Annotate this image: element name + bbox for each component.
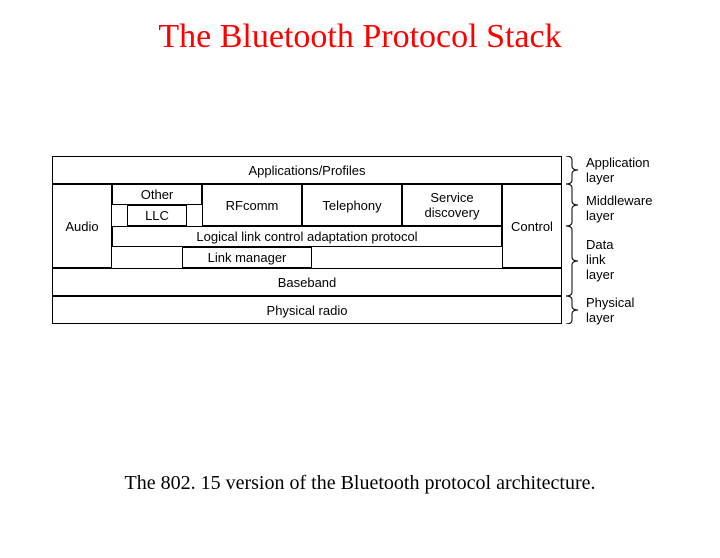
box-label: Service discovery <box>425 190 480 220</box>
label-middleware-layer: Middleware layer <box>586 194 652 224</box>
box-applications: Applications/Profiles <box>52 156 562 184</box>
box-label: Audio <box>65 219 98 234</box>
box-label: LLC <box>145 208 169 223</box>
box-label: Link manager <box>208 250 287 265</box>
box-audio: Audio <box>52 184 112 268</box>
box-l2cap: Logical link control adaptation protocol <box>112 226 502 247</box>
box-other: Other <box>112 184 202 205</box>
box-label: RFcomm <box>226 198 279 213</box>
label-text: Physical layer <box>586 295 634 325</box>
layer-braces <box>564 156 582 324</box>
figure-caption: The 802. 15 version of the Bluetooth pro… <box>0 472 720 495</box>
protocol-stack-diagram: Applications/Profiles Audio Other LLC RF… <box>52 156 562 324</box>
box-telephony: Telephony <box>302 184 402 226</box>
box-label: Control <box>511 219 553 234</box>
label-text: Middleware layer <box>586 193 652 223</box>
label-text: Application layer <box>586 155 650 185</box>
box-llc: LLC <box>127 205 187 226</box>
box-baseband: Baseband <box>52 268 562 296</box>
label-physical-layer: Physical layer <box>586 296 634 326</box>
label-application-layer: Application layer <box>586 156 650 186</box>
box-label: Logical link control adaptation protocol <box>196 229 417 244</box>
box-control: Control <box>502 184 562 268</box>
box-label: Baseband <box>278 275 337 290</box>
box-label: Telephony <box>322 198 381 213</box>
label-text: Data link layer <box>586 237 614 282</box>
box-physical-radio: Physical radio <box>52 296 562 324</box>
page-title: The Bluetooth Protocol Stack <box>0 18 720 56</box>
label-data-link-layer: Data link layer <box>586 238 614 283</box>
box-label: Physical radio <box>267 303 348 318</box>
box-link-manager: Link manager <box>182 247 312 268</box>
box-label: Applications/Profiles <box>248 163 365 178</box>
box-service-discovery: Service discovery <box>402 184 502 226</box>
box-label: Other <box>141 187 174 202</box>
box-rfcomm: RFcomm <box>202 184 302 226</box>
